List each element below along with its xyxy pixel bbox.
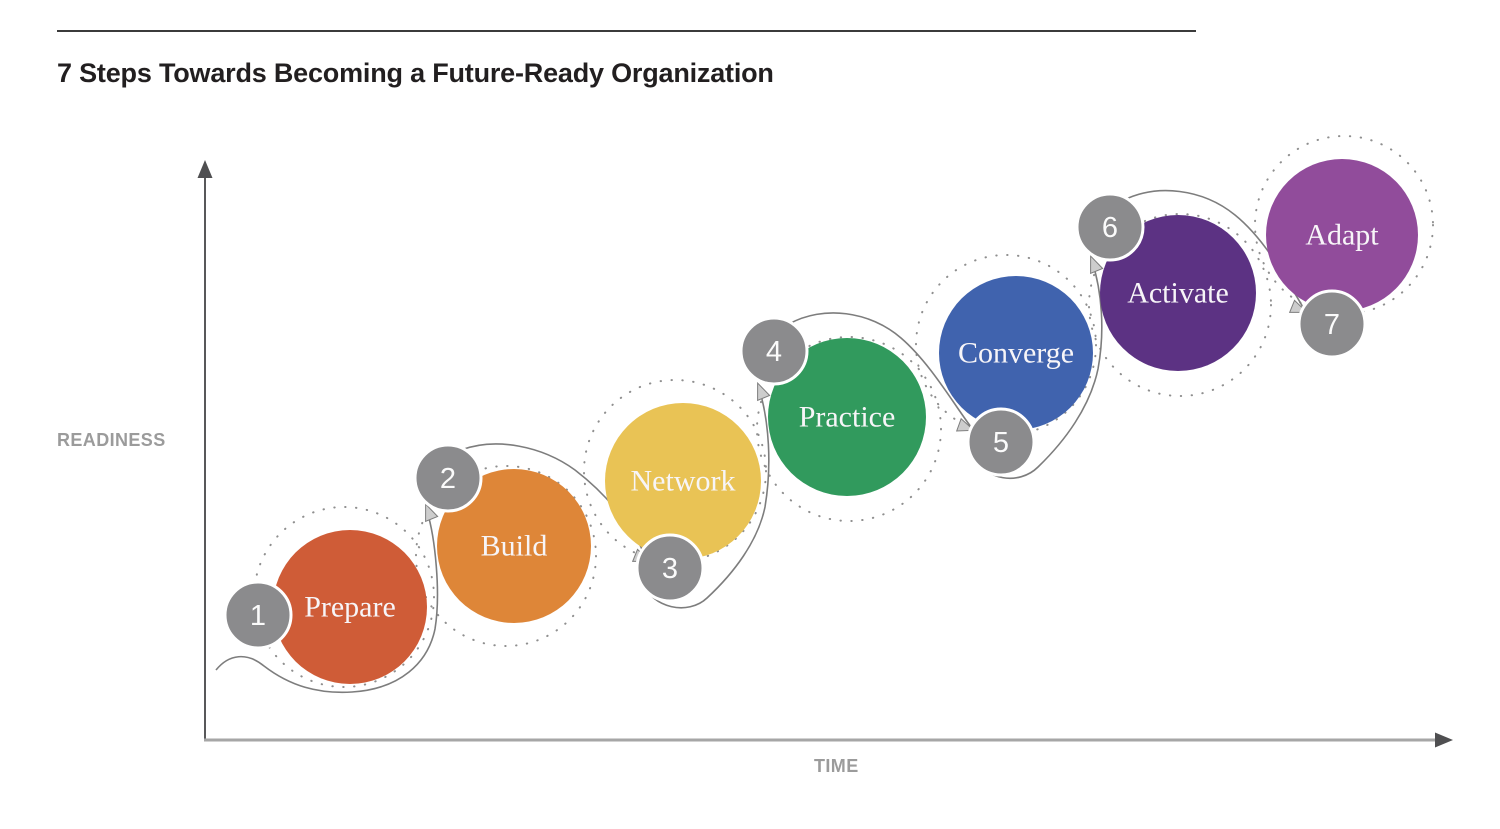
step-circle-activate — [1100, 215, 1256, 371]
arrowhead-icon-4 — [757, 381, 771, 402]
arrowhead-icon-2 — [425, 502, 439, 523]
connector-path-segment-3 — [642, 387, 770, 609]
x-axis-arrow-icon — [1435, 732, 1453, 748]
header-rule — [57, 30, 1196, 32]
y-axis-arrow-icon — [197, 160, 213, 178]
step-label-prepare: Prepare — [304, 591, 396, 624]
y-axis-label: READINESS — [57, 430, 166, 450]
step-badge-activate — [1075, 192, 1145, 262]
page-title: 7 Steps Towards Becoming a Future-Ready … — [57, 58, 774, 88]
step-number-network: 3 — [662, 553, 678, 585]
step-number-build: 2 — [440, 463, 456, 495]
step-circle-prepare — [273, 530, 427, 684]
step-circle-build — [437, 469, 591, 623]
step-label-adapt: Adapt — [1305, 219, 1379, 252]
step-circle-converge — [939, 276, 1093, 430]
step-number-practice: 4 — [766, 336, 782, 368]
dotted-ring-activate — [1088, 213, 1272, 397]
step-badge-converge — [966, 407, 1036, 477]
connector-path-segment-1 — [215, 510, 439, 694]
step-badge-network — [635, 533, 705, 603]
step-circle-network — [605, 403, 761, 559]
step-number-adapt: 7 — [1324, 309, 1340, 341]
step-label-network: Network — [631, 465, 736, 498]
step-badge-practice — [739, 316, 809, 386]
step-label-converge: Converge — [958, 337, 1074, 370]
step-number-activate: 6 — [1102, 212, 1118, 244]
dotted-ring-prepare — [253, 506, 435, 688]
step-badge-adapt — [1297, 289, 1367, 359]
connector-path-segment-4 — [788, 312, 972, 428]
x-axis-label: TIME — [814, 756, 859, 776]
dotted-ring-build — [415, 465, 597, 647]
step-circle-adapt — [1266, 159, 1418, 311]
dotted-ring-practice — [756, 336, 942, 522]
step-number-converge: 5 — [993, 427, 1009, 459]
step-label-build: Build — [481, 530, 548, 563]
dotted-ring-adapt — [1254, 135, 1434, 315]
step-label-activate: Activate — [1127, 277, 1229, 310]
step-label-practice: Practice — [799, 401, 896, 434]
step-circle-practice — [768, 338, 926, 496]
step-number-prepare: 1 — [250, 600, 266, 632]
connector-path-segment-5 — [973, 260, 1103, 480]
step-badge-build — [413, 443, 483, 513]
arrowhead-icon-6 — [1090, 254, 1104, 275]
step-badge-prepare — [223, 580, 293, 650]
